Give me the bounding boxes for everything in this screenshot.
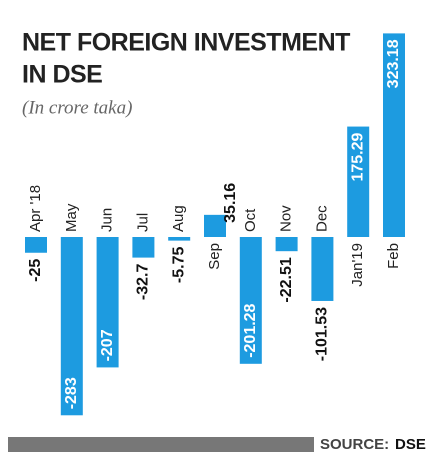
- bar: [239, 237, 262, 364]
- value-label: -201.28: [242, 303, 259, 357]
- chart-title-line2: IN DSE: [22, 61, 102, 89]
- value-label: 323.18: [385, 39, 402, 88]
- bar: [311, 237, 334, 301]
- category-label: Feb: [385, 243, 402, 269]
- bar: [204, 214, 226, 237]
- chart-title: NET FOREIGN INVESTMENT: [22, 29, 350, 57]
- bar: [96, 237, 119, 368]
- bar: [60, 237, 83, 416]
- bar: [132, 237, 155, 258]
- bar: [347, 126, 370, 237]
- value-label: -101.53: [314, 307, 331, 361]
- value-label: -22.51: [278, 257, 295, 302]
- category-label: Jun: [99, 208, 116, 232]
- value-label: -5.75: [170, 247, 187, 284]
- value-label: -283: [63, 377, 80, 409]
- value-label: -32.7: [135, 263, 152, 300]
- value-label: -207: [99, 329, 116, 361]
- category-label: Jan'19: [349, 243, 366, 287]
- category-label: Aug: [170, 205, 187, 232]
- category-label: Nov: [278, 205, 295, 232]
- value-label: -25: [27, 259, 44, 282]
- source-label: SOURCE:: [320, 436, 389, 453]
- bar: [168, 237, 191, 241]
- source-band: [8, 437, 314, 452]
- source: DSE: [395, 436, 426, 453]
- category-label: Sep: [206, 243, 223, 270]
- category-label: Apr '18: [27, 185, 44, 232]
- category-label: May: [63, 203, 80, 232]
- category-label: Oct: [242, 208, 259, 232]
- bar: [25, 237, 47, 253]
- category-label: Jul: [134, 213, 151, 232]
- category-label: Dec: [313, 205, 330, 232]
- value-label: 175.29: [349, 132, 366, 181]
- value-label: 35.16: [222, 183, 239, 223]
- bar: [383, 33, 405, 237]
- bar: [275, 237, 298, 252]
- chart-subtitle: (In crore taka): [22, 97, 132, 118]
